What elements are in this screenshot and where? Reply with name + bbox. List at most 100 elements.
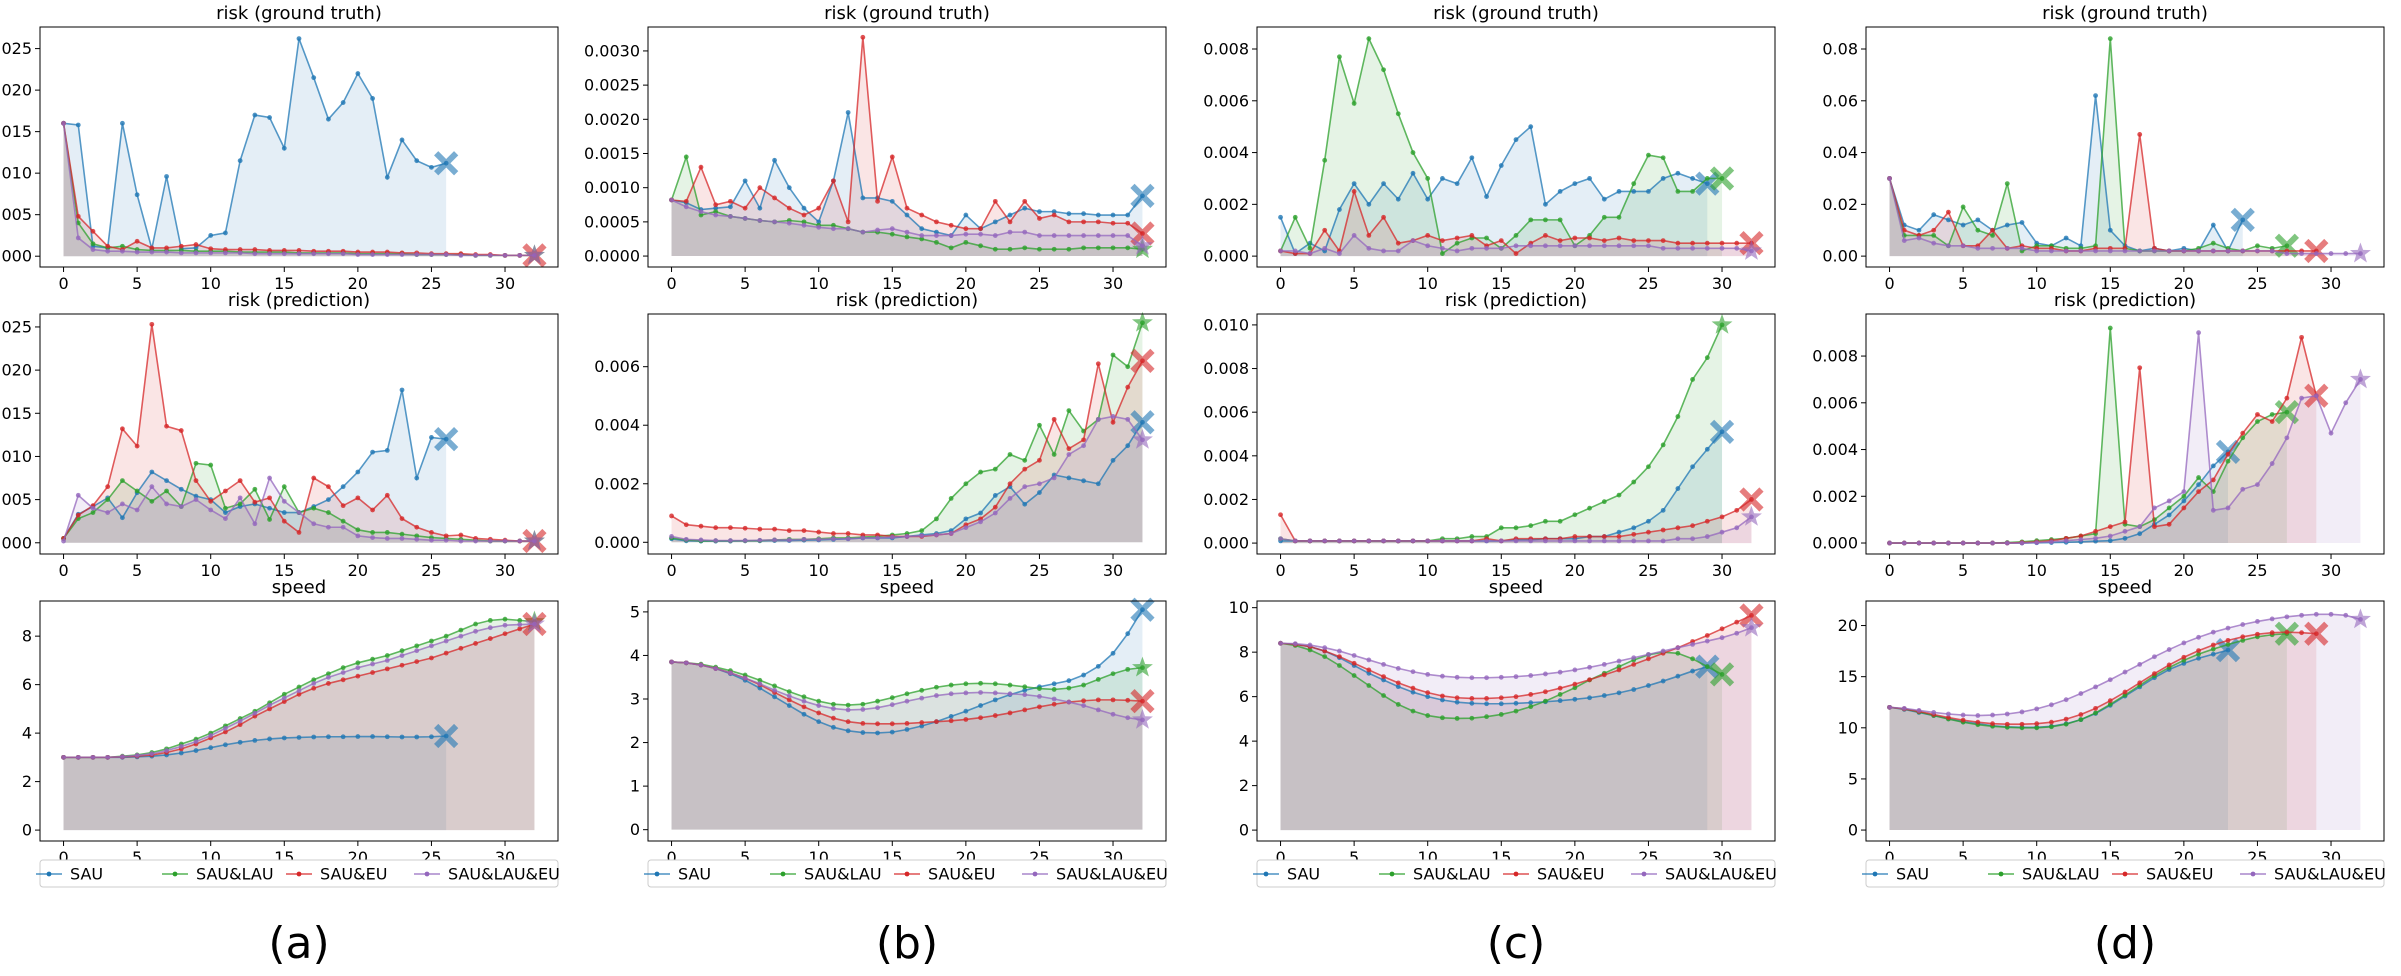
data-point [370,535,375,540]
series-fill-sau [671,609,1143,830]
data-point [1410,669,1416,675]
data-point [978,226,983,232]
data-point [1037,693,1042,699]
series-fill-sau-lau-eu [63,624,535,831]
x-tick-label: 0 [1884,848,1894,867]
data-point [934,516,939,522]
data-point [1675,486,1681,491]
data-point [1351,233,1357,238]
data-point [713,202,719,208]
data-point [311,75,317,81]
data-point [1660,678,1666,684]
end-marker-x [1709,166,1735,191]
data-point [772,526,777,532]
data-point [816,703,822,708]
data-point [2152,248,2157,254]
data-point [963,231,969,237]
data-point [728,538,733,543]
data-point [1051,246,1057,252]
x-tick-label: 15 [1491,274,1511,293]
data-point [1292,538,1298,544]
data-point [223,488,228,494]
data-point [164,501,169,507]
data-point [2034,706,2040,712]
y-tick-label: 8 [1239,643,1249,662]
data-point [1528,243,1534,249]
data-point [2107,36,2113,42]
data-point [1110,419,1116,425]
data-point [1278,512,1283,518]
legend-label-sau-lau-eu: SAU&LAU&EU [2274,865,2386,884]
data-point [311,251,317,257]
data-point [2093,248,2098,254]
data-point [698,523,704,529]
data-point [1572,235,1578,241]
data-point [1066,678,1072,684]
data-point [340,677,346,683]
data-point [1543,538,1548,544]
end-marker-star [1740,505,1762,526]
data-point [1572,685,1578,691]
data-point [1125,697,1131,703]
data-point [1960,222,1966,228]
data-point [1095,677,1101,682]
data-point [2196,651,2201,657]
data-point [1425,176,1431,181]
data-point [786,537,792,543]
data-point [1110,220,1116,226]
y-tick-label: 5 [630,602,640,621]
data-point [1946,540,1951,546]
data-point [1498,163,1504,168]
data-point [904,691,910,697]
data-point [2049,702,2054,708]
data-point [296,510,302,515]
data-point [1007,219,1013,225]
data-point [149,245,155,251]
data-point [1351,189,1357,194]
subplot-title: speed [272,577,326,598]
data-point [1022,205,1028,211]
data-point [1719,635,1725,641]
data-point [1440,238,1445,243]
data-point [860,701,866,707]
data-point [1022,457,1028,463]
data-point [1513,538,1519,544]
data-point [786,205,792,211]
data-point [831,531,836,536]
data-point [193,242,199,247]
data-point [1125,212,1131,218]
data-point [1498,538,1504,544]
data-point [1675,525,1681,531]
data-point [683,522,689,528]
data-point [2343,400,2349,406]
data-point [370,449,375,455]
data-point [2328,611,2334,617]
end-marker-star [1711,313,1733,334]
data-point [919,226,925,232]
x-tick-label: 20 [2174,561,2194,580]
data-point [1498,695,1504,701]
data-point [1887,540,1892,546]
data-point [429,734,434,740]
data-point [2269,419,2275,424]
data-point [443,638,449,644]
data-point [340,670,346,675]
data-point [75,512,81,518]
data-point [2019,220,2025,225]
data-point [1719,514,1725,520]
x-tick-label: 20 [348,274,368,293]
data-point [252,112,258,118]
x-tick-label: 25 [2247,274,2267,293]
data-point [904,534,910,539]
data-point [2093,705,2098,711]
data-point [1395,538,1401,544]
data-point [2093,528,2098,534]
data-point [193,497,199,503]
data-point [164,174,169,179]
data-point [1366,683,1372,688]
data-point [1931,540,1937,546]
end-marker-star [523,244,545,265]
data-point [1946,715,1951,720]
data-point [1337,538,1342,544]
data-point [816,719,822,725]
